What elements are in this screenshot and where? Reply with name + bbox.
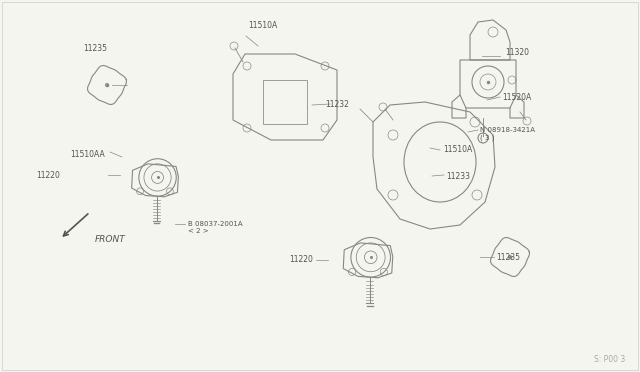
Text: 11233: 11233	[446, 171, 470, 180]
Text: N 08918-3421A
( 3 ): N 08918-3421A ( 3 )	[480, 127, 535, 141]
Text: 11510A: 11510A	[443, 144, 472, 154]
Text: 11232: 11232	[325, 99, 349, 109]
Text: 11510AA: 11510AA	[70, 150, 105, 158]
Text: FRONT: FRONT	[95, 234, 125, 244]
Text: 11320: 11320	[505, 48, 529, 57]
Text: 11220: 11220	[36, 170, 60, 180]
Text: S: P00 3: S: P00 3	[594, 355, 625, 364]
Text: 11520A: 11520A	[502, 93, 531, 102]
Text: 11220: 11220	[289, 256, 313, 264]
Text: B 08037-2001A
< 2 >: B 08037-2001A < 2 >	[188, 221, 243, 234]
Text: 11235: 11235	[83, 44, 107, 53]
Text: 11510A: 11510A	[248, 21, 277, 30]
Text: 11235: 11235	[496, 253, 520, 262]
